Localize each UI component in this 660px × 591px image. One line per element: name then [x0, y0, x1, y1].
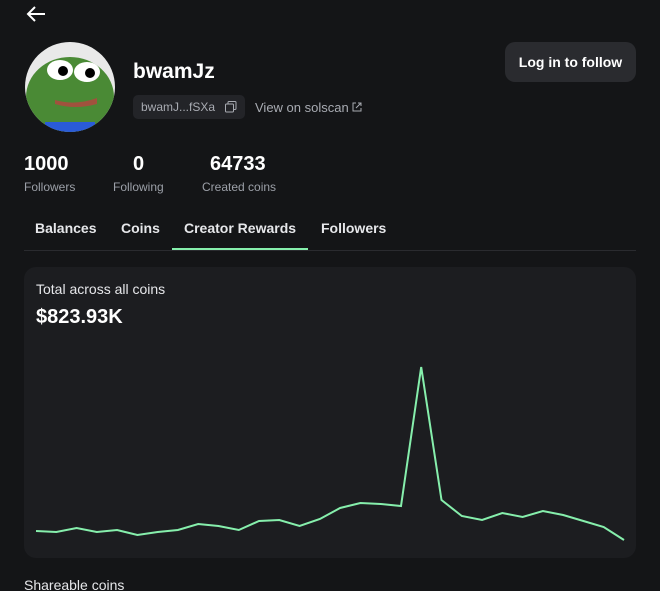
stat-label: Created coins	[202, 180, 277, 194]
follow-button[interactable]: Log in to follow	[505, 42, 636, 82]
tab[interactable]: Creator Rewards	[184, 220, 297, 236]
chart-title: Total across all coins	[36, 281, 166, 297]
solscan-link[interactable]: View on solscan	[255, 100, 362, 115]
stat-value: 0	[133, 153, 145, 175]
tab[interactable]: Coins	[121, 220, 160, 236]
back-button[interactable]	[24, 4, 48, 24]
stat-value: 1000	[24, 153, 69, 175]
tab[interactable]: Followers	[321, 220, 387, 236]
chart-total: $823.93K	[36, 306, 123, 328]
stat-value: 64733	[210, 153, 266, 175]
stat-label: Followers	[24, 180, 76, 194]
address: bwamJ...fSXa	[141, 100, 216, 114]
tab[interactable]: Balances	[35, 220, 97, 236]
username: bwamJz	[133, 60, 215, 83]
stat-label: Following	[113, 180, 164, 194]
active-tab-underline	[172, 248, 308, 250]
tab-divider	[24, 250, 636, 251]
section-title: Shareable coins	[24, 577, 125, 591]
external-icon	[352, 102, 362, 112]
address-pill[interactable]: bwamJ...fSXa	[133, 95, 245, 119]
chart-card	[24, 267, 636, 558]
line	[35, 366, 625, 541]
solscan-text: View on solscan	[255, 100, 349, 115]
avatar	[25, 42, 115, 132]
copy-icon	[225, 101, 237, 113]
